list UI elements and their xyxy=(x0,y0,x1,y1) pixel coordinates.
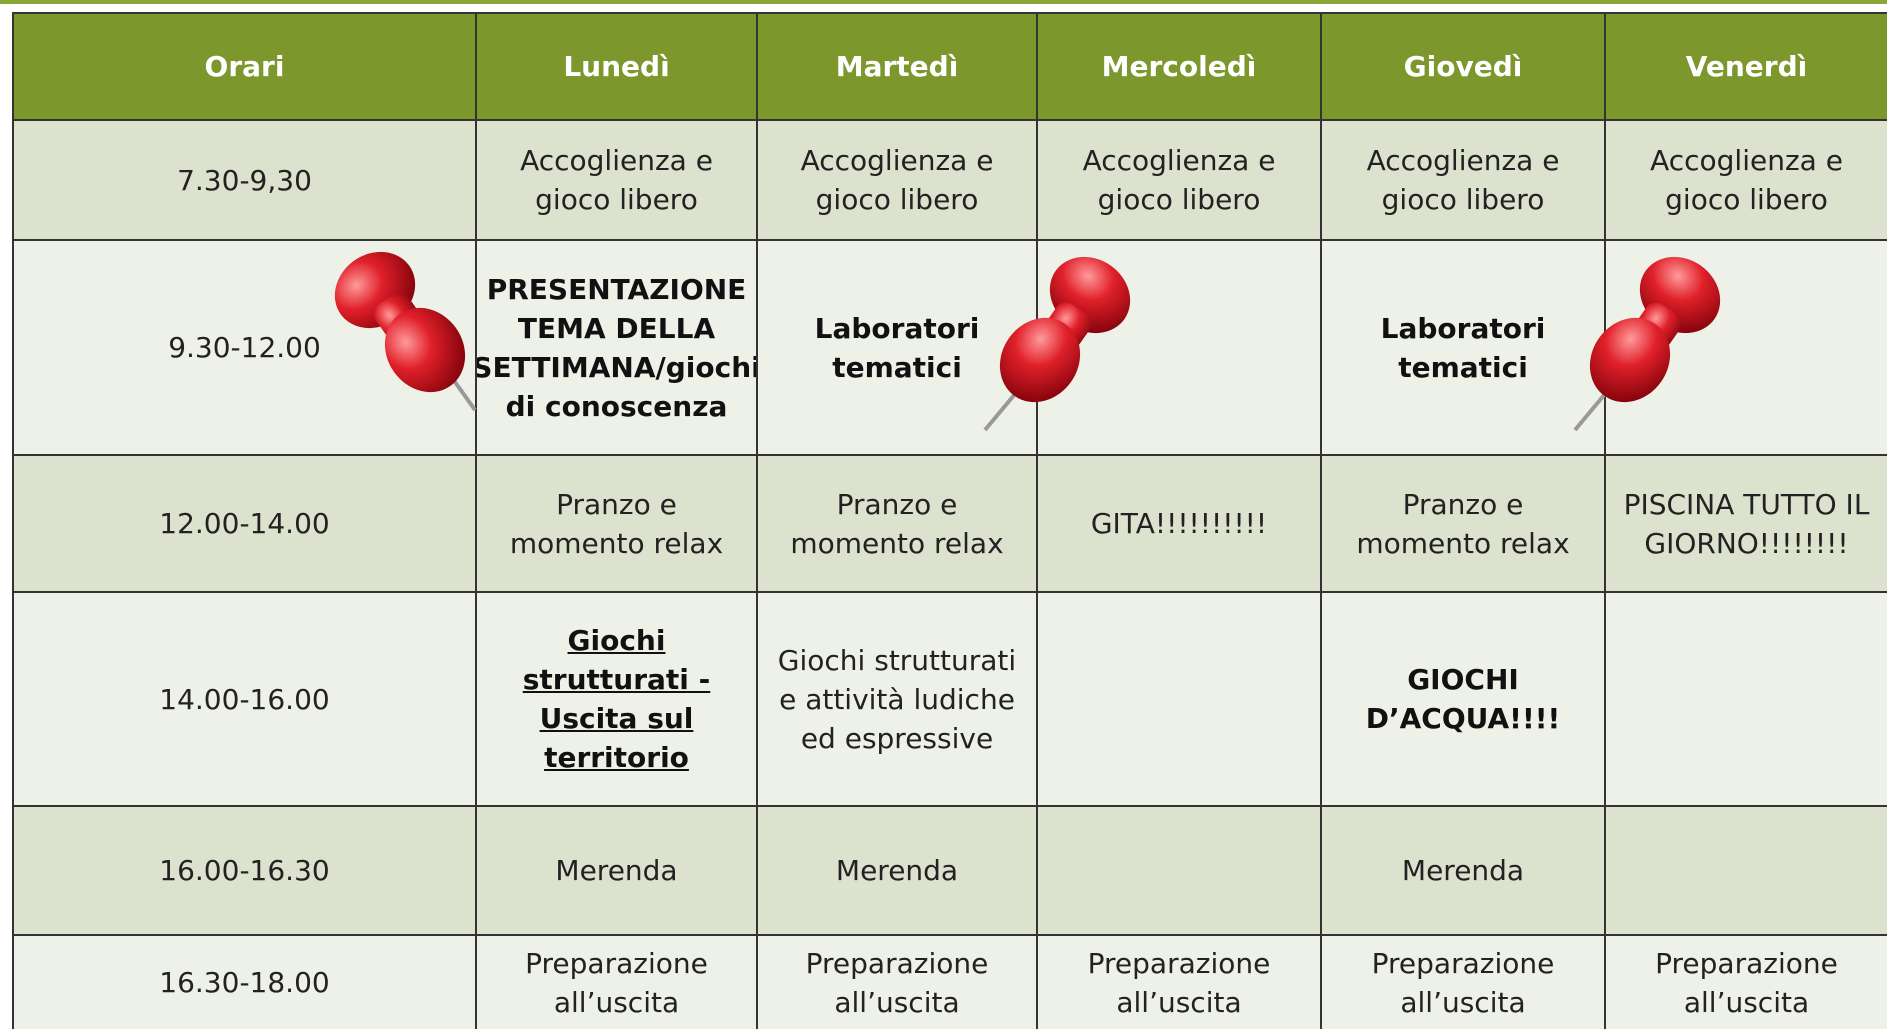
activity-cell: Accoglienza e gioco libero xyxy=(1322,121,1606,241)
empty-cell xyxy=(1606,807,1887,936)
time-cell: 14.00-16.00 xyxy=(14,593,477,807)
activity-cell: PRESENTAZIONE TEMA DELLA SETTIMANA/gioch… xyxy=(477,241,758,456)
empty-cell xyxy=(1606,241,1887,456)
time-cell: 16.00-16.30 xyxy=(14,807,477,936)
activity-cell: Giochi strutturati - Uscita sul territor… xyxy=(477,593,758,807)
activity-cell: GIOCHI D’ACQUA!!!! xyxy=(1322,593,1606,807)
activity-cell: Preparazione all’uscita xyxy=(758,936,1038,1029)
activity-cell: Pranzo e momento relax xyxy=(477,456,758,593)
activity-cell: Preparazione all’uscita xyxy=(1606,936,1887,1029)
time-cell: 9.30-12.00 xyxy=(14,241,477,456)
time-cell: 12.00-14.00 xyxy=(14,456,477,593)
activity-cell: Giochi strutturati e attività ludiche ed… xyxy=(758,593,1038,807)
header-cell: Martedì xyxy=(758,14,1038,121)
activity-cell: Accoglienza e gioco libero xyxy=(758,121,1038,241)
top-line xyxy=(0,0,1887,4)
activity-cell: Preparazione all’uscita xyxy=(1322,936,1606,1029)
time-cell: 7.30-9,30 xyxy=(14,121,477,241)
activity-cell: Pranzo e momento relax xyxy=(1322,456,1606,593)
activity-cell: Merenda xyxy=(1322,807,1606,936)
schedule-table: Orari Lunedì Martedì Mercoledì Giovedì Venerd… xyxy=(12,12,1887,1029)
activity-cell: Accoglienza e gioco libero xyxy=(477,121,758,241)
empty-cell xyxy=(1038,807,1322,936)
time-cell: 16.30-18.00 xyxy=(14,936,477,1029)
header-cell: Lunedì xyxy=(477,14,758,121)
activity-cell: Accoglienza e gioco libero xyxy=(1606,121,1887,241)
empty-cell xyxy=(1038,241,1322,456)
activity-cell: Pranzo e momento relax xyxy=(758,456,1038,593)
activity-cell: GITA!!!!!!!!!! xyxy=(1038,456,1322,593)
activity-cell: Preparazione all’uscita xyxy=(477,936,758,1029)
activity-cell: Merenda xyxy=(477,807,758,936)
header-cell: Mercoledì xyxy=(1038,14,1322,121)
activity-cell: Preparazione all’uscita xyxy=(1038,936,1322,1029)
empty-cell xyxy=(1606,593,1887,807)
header-cell: Giovedì xyxy=(1322,14,1606,121)
header-cell: Orari xyxy=(14,14,477,121)
activity-cell: Laboratori tematici xyxy=(1322,241,1606,456)
activity-cell: Laboratori tematici xyxy=(758,241,1038,456)
activity-cell: PISCINA TUTTO IL GIORNO!!!!!!!! xyxy=(1606,456,1887,593)
empty-cell xyxy=(1038,593,1322,807)
activity-cell: Merenda xyxy=(758,807,1038,936)
header-cell: Venerdì xyxy=(1606,14,1887,121)
activity-cell: Accoglienza e gioco libero xyxy=(1038,121,1322,241)
